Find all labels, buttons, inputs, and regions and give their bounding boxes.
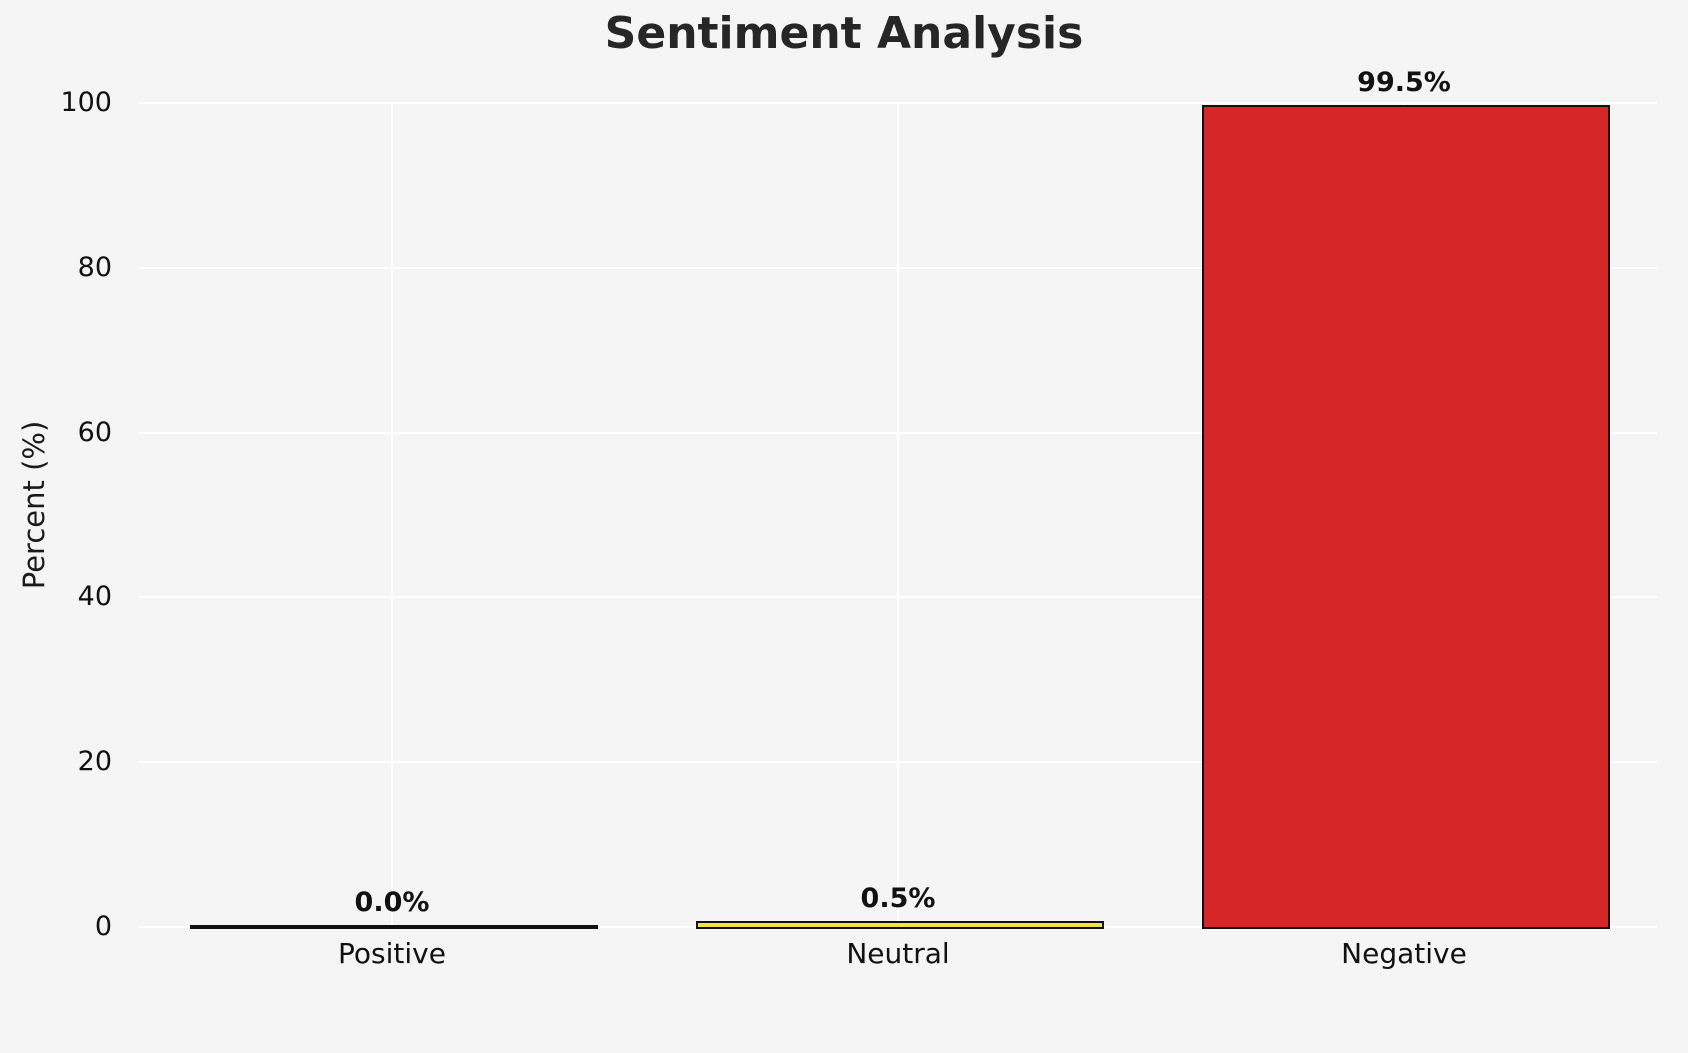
bar-value-label: 99.5% — [1357, 67, 1451, 99]
bar-neutral — [695, 920, 1105, 929]
chart-title: Sentiment Analysis — [604, 8, 1084, 59]
grid-line-vertical — [897, 103, 899, 927]
x-tick-label: Negative — [1341, 937, 1467, 970]
plot-area: 0.0% Positive 0.5% Neutral 99.5% Negative — [139, 67, 1657, 970]
y-tick-label: 20 — [77, 746, 112, 778]
bar-value-label: 0.0% — [354, 887, 430, 918]
y-tick-label: 60 — [77, 416, 112, 448]
y-tick-label: 0 — [94, 911, 112, 942]
x-tick-label: Neutral — [846, 937, 950, 970]
y-tick-label: 40 — [77, 581, 112, 613]
x-tick-label: Positive — [338, 937, 446, 970]
bar-positive — [189, 925, 599, 929]
y-tick-label: 80 — [77, 251, 112, 283]
bar-value-label: 0.5% — [860, 882, 936, 914]
grid-line-vertical — [391, 103, 393, 927]
y-tick-label: 100 — [60, 87, 112, 118]
bar-negative — [1201, 105, 1611, 929]
